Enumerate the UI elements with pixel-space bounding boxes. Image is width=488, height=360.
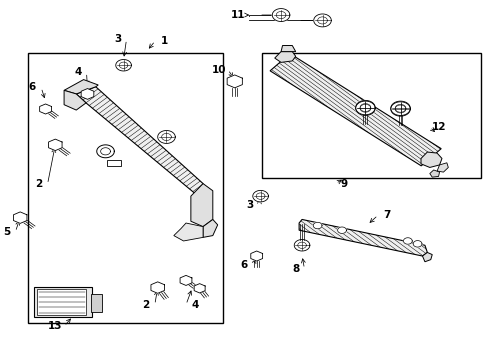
Polygon shape	[252, 190, 268, 202]
Polygon shape	[173, 223, 203, 241]
Text: 7: 7	[383, 210, 390, 220]
Polygon shape	[299, 220, 427, 256]
Polygon shape	[203, 220, 217, 237]
Polygon shape	[276, 12, 285, 19]
Text: 10: 10	[211, 64, 226, 75]
Polygon shape	[313, 14, 330, 27]
Polygon shape	[13, 212, 27, 224]
Polygon shape	[420, 152, 441, 167]
Polygon shape	[269, 54, 440, 166]
Polygon shape	[119, 62, 127, 68]
Polygon shape	[116, 59, 131, 71]
Polygon shape	[355, 101, 374, 116]
Polygon shape	[101, 148, 110, 155]
Text: 4: 4	[74, 67, 81, 77]
Polygon shape	[180, 275, 191, 285]
Polygon shape	[294, 239, 309, 251]
Text: 12: 12	[430, 122, 445, 132]
Polygon shape	[81, 89, 94, 99]
Polygon shape	[422, 252, 431, 262]
Polygon shape	[274, 51, 295, 62]
Polygon shape	[256, 193, 264, 199]
Polygon shape	[394, 104, 405, 112]
Text: 11: 11	[230, 10, 245, 20]
Polygon shape	[76, 87, 203, 196]
Bar	[91, 294, 102, 312]
Polygon shape	[227, 75, 242, 88]
Bar	[27, 53, 222, 323]
Text: 8: 8	[291, 264, 299, 274]
Polygon shape	[40, 104, 51, 114]
Polygon shape	[403, 238, 411, 244]
Polygon shape	[359, 104, 370, 112]
Text: 13: 13	[48, 321, 62, 331]
Text: 5: 5	[3, 227, 10, 237]
Polygon shape	[390, 101, 409, 116]
Polygon shape	[359, 104, 370, 112]
Polygon shape	[317, 17, 326, 24]
Polygon shape	[436, 163, 447, 172]
Polygon shape	[412, 240, 421, 247]
Polygon shape	[390, 102, 409, 116]
Text: 2: 2	[35, 179, 42, 189]
Bar	[107, 160, 121, 166]
Polygon shape	[190, 184, 212, 226]
Polygon shape	[337, 227, 346, 233]
Polygon shape	[281, 45, 295, 51]
Polygon shape	[272, 9, 289, 22]
Bar	[261, 53, 480, 178]
Polygon shape	[64, 90, 86, 110]
Bar	[37, 289, 86, 315]
Text: 3: 3	[114, 35, 121, 44]
Text: 9: 9	[340, 179, 347, 189]
Text: 1: 1	[160, 36, 167, 46]
Polygon shape	[162, 134, 171, 140]
Polygon shape	[97, 145, 114, 158]
Polygon shape	[48, 139, 62, 150]
Polygon shape	[297, 242, 305, 248]
Polygon shape	[194, 284, 204, 293]
Text: 4: 4	[191, 300, 198, 310]
Text: 3: 3	[246, 200, 253, 210]
Polygon shape	[158, 131, 175, 143]
Text: 6: 6	[29, 82, 36, 93]
Text: 6: 6	[241, 260, 247, 270]
Polygon shape	[250, 251, 262, 261]
Polygon shape	[151, 282, 164, 293]
Polygon shape	[64, 80, 98, 94]
Polygon shape	[394, 105, 405, 113]
Polygon shape	[313, 222, 322, 229]
Bar	[34, 287, 92, 317]
Text: 2: 2	[142, 300, 149, 310]
Polygon shape	[355, 100, 374, 115]
Polygon shape	[429, 170, 439, 177]
